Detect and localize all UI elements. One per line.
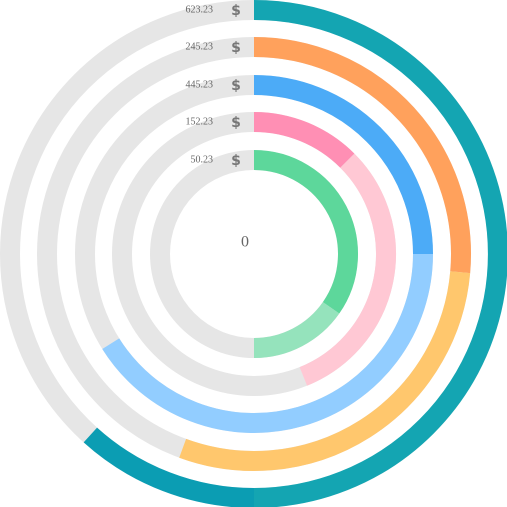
- ring-segment: [299, 153, 396, 386]
- center-label: 0: [241, 234, 249, 251]
- ring-segment: [83, 427, 255, 507]
- ring-segment: [253, 301, 340, 358]
- currency-symbol: $: [231, 40, 241, 56]
- ring-segment: [253, 112, 355, 168]
- ring-label: 152.23: [186, 116, 214, 127]
- ring-label: 445.23: [186, 79, 214, 90]
- currency-symbol: $: [231, 153, 241, 169]
- ring-segment: [253, 75, 433, 255]
- ring-label: 623.23: [186, 4, 214, 15]
- ring-label: 50.23: [191, 154, 214, 165]
- currency-symbol: $: [231, 78, 241, 94]
- currency-symbol: $: [231, 115, 241, 131]
- ring-segment: [253, 150, 358, 314]
- ring-label: 245.23: [186, 41, 214, 52]
- ring-segment: [102, 253, 433, 433]
- ring-segment: [253, 0, 507, 507]
- currency-symbol: $: [231, 3, 241, 19]
- ring-segment: [253, 37, 471, 274]
- ring-segment: [179, 271, 471, 471]
